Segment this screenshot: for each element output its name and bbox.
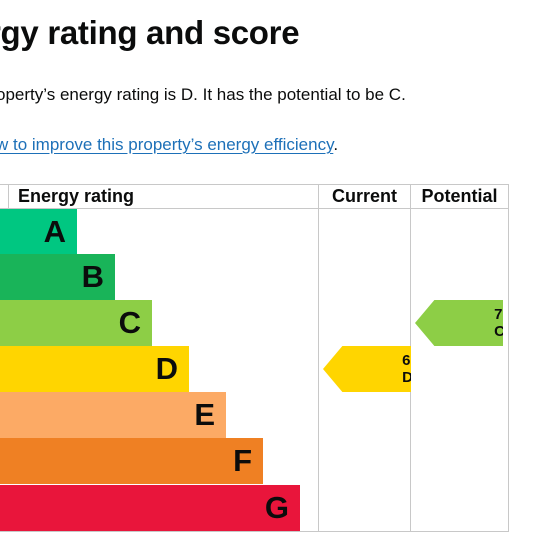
header-bottom-border [0, 208, 509, 209]
improve-efficiency-link[interactable]: w to improve this property’s energy effi… [0, 135, 334, 154]
right-border [508, 184, 509, 532]
page-heading: rgy rating and score [0, 14, 300, 51]
potential-header: Potential [421, 186, 498, 206]
improve-suffix: . [333, 135, 339, 154]
band-a: A [0, 209, 77, 255]
band-f: F [0, 438, 263, 484]
current-score-label: 67 D [402, 352, 420, 386]
current-column-divider [318, 184, 319, 532]
current-score-arrow: 67 D [323, 346, 411, 392]
band-d: D [0, 346, 189, 392]
band-a-letter: A [43, 214, 66, 249]
band-b: B [0, 254, 115, 300]
band-e-letter: E [194, 397, 215, 432]
table-bottom-border [0, 531, 509, 532]
potential-score-label: 74 C [494, 306, 512, 340]
band-g: G [0, 485, 300, 531]
current-header: Current [331, 186, 397, 206]
left-border [8, 184, 9, 208]
energy-rating-header: Energy rating [18, 186, 135, 206]
band-d-letter: D [155, 351, 178, 386]
improve-line: w to improve this property’s energy effi… [0, 135, 338, 155]
band-c: C [0, 300, 152, 346]
band-b-letter: B [81, 259, 104, 294]
band-e: E [0, 392, 226, 438]
band-c-letter: C [118, 305, 141, 340]
band-g-letter: G [264, 490, 289, 525]
band-f-letter: F [233, 443, 252, 478]
table-top-border [0, 184, 509, 185]
rating-summary: operty’s energy rating is D. It has the … [0, 85, 406, 104]
potential-score-arrow: 74 C [415, 300, 503, 346]
